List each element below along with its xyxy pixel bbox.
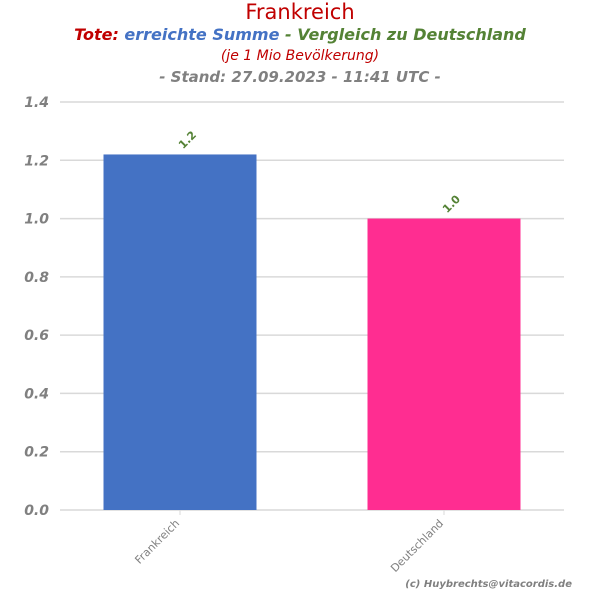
y-tick-label: 1.2 [24,153,49,169]
chart-title: Frankreich [0,0,600,24]
chart-note-text: (je 1 Mio Bevölkerung) [220,48,380,64]
y-tick-label: 1.4 [24,95,49,111]
copyright-text: (c) Huybrechts@vitacordis.de [405,579,572,590]
subtitle-erreichte-summe: erreichte Summe [124,25,280,44]
y-tick-label: 0.0 [24,503,49,519]
subtitle-vergleich: - Vergleich zu Deutschland [279,25,526,44]
y-tick-label: 0.6 [24,328,49,344]
y-tick-label: 0.8 [24,270,49,286]
chart-subtitle: Tote: erreichte Summe - Vergleich zu Deu… [0,24,600,46]
bar-deutschland [367,218,521,511]
x-tick-label: Deutschland [388,517,446,575]
chart-stand: - Stand: 27.09.2023 - 11:41 UTC - [0,67,600,87]
chart-stand-text: - Stand: 27.09.2023 - 11:41 UTC - [159,68,441,86]
subtitle-tote: Tote: [74,25,119,44]
copyright: (c) Huybrechts@vitacordis.de [405,579,572,590]
chart-title-text: Frankreich [245,0,355,24]
y-tick-label: 1.0 [24,212,49,228]
y-tick-label: 0.2 [24,445,49,461]
bar-layer [103,154,521,511]
data-label: 1.2 [176,128,199,151]
chart-note: (je 1 Mio Bevölkerung) [0,46,600,66]
bar-frankreich [103,154,257,510]
data-label: 1.0 [440,192,463,215]
x-tick-label: Frankreich [132,517,182,567]
y-tick-label: 0.4 [24,386,49,402]
